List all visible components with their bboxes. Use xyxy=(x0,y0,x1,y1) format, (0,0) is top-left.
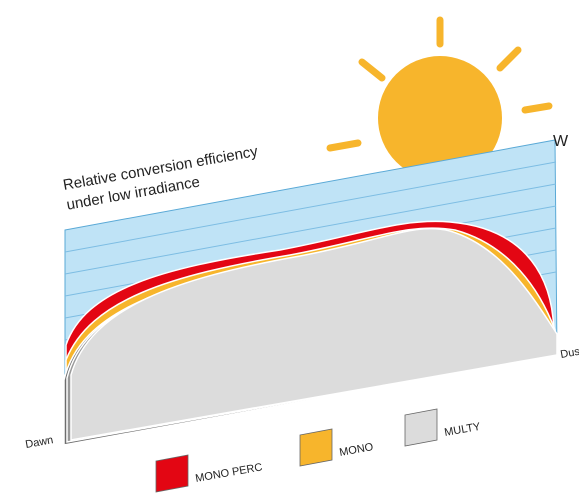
start-label: Dawn xyxy=(24,434,54,451)
legend-label: MONO xyxy=(338,441,374,459)
efficiency-curves xyxy=(63,220,558,446)
legend-label: MULTY xyxy=(443,421,482,439)
sun xyxy=(326,16,553,180)
unit-label: W xyxy=(553,133,569,150)
legend-label: MONO PERC xyxy=(194,461,263,485)
legend: MONO PERC MONO MULTY xyxy=(155,408,482,493)
end-label: Dusk xyxy=(559,345,579,361)
